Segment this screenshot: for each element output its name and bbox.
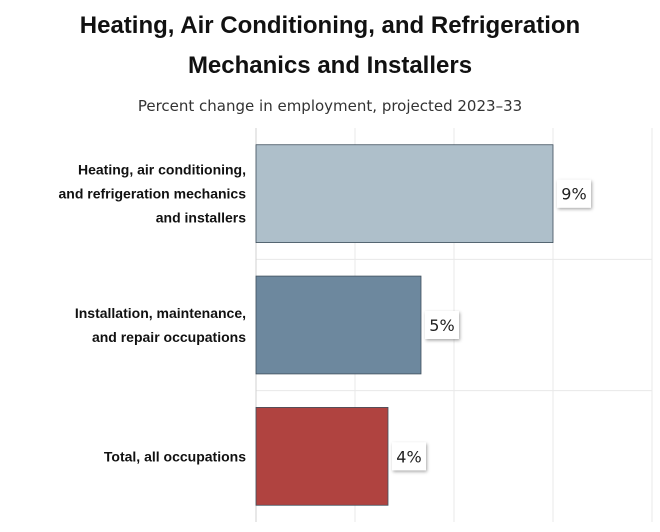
bar-3 [255,407,389,506]
data-label-box-1 [557,179,591,208]
bar-2 [255,275,422,375]
category-label-1-line-1: Heating, air conditioning, [78,162,246,178]
chart-title-line-2: Mechanics and Installers [187,52,473,79]
category-label-2-line-2: and repair occupations [92,329,246,345]
category-label-1-line-3: and installers [156,210,246,226]
data-label-3: 4% [396,447,421,466]
category-label-2-line-1: Installation, maintenance, [75,305,246,321]
category-label-3-line-1: Total, all occupations [104,448,246,464]
data-label-2: 5% [429,316,454,335]
category-label-1-line-2: and refrigeration mechanics [58,186,246,202]
data-label-box-3 [392,442,426,471]
bar-1 [255,144,554,243]
data-label-1: 9% [561,185,586,204]
data-label-box-2 [425,311,459,339]
chart-subtitle: Percent change in employment, projected … [137,97,523,115]
chart-title-line-1: Heating, Air Conditioning, and Refrigera… [79,12,581,39]
chart-title: Heating, Air Conditioning, and Refrigera… [0,6,660,86]
